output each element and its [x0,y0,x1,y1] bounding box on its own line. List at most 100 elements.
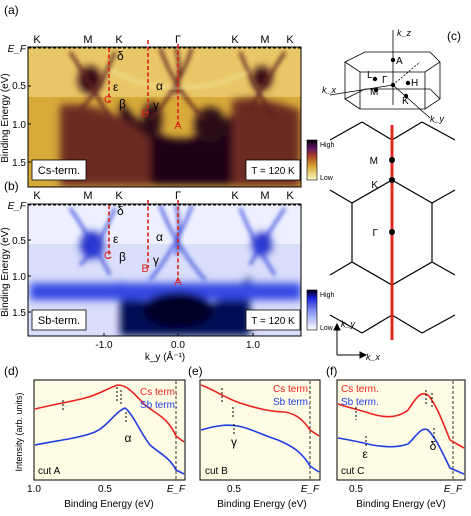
cut-b-label: B [141,108,148,120]
kpoint-label: K [33,190,41,202]
band-alpha-label: α [125,431,132,445]
xtick-label: -1.0 [95,340,113,351]
kpoint-label: M [260,190,269,202]
panel-a-label: (a) [4,3,19,17]
band-delta-label: δ [430,439,437,453]
colorbar-high-label: High [320,292,335,299]
kpoint-label: Γ [175,34,181,46]
band-alpha-label: α [156,79,163,93]
band-beta-label: β [119,250,126,264]
legend-cs-term: Cs term. [140,387,178,398]
cs-term-curve [34,384,185,443]
cut-label: cut B [205,466,228,477]
colorbar-high-label: High [320,142,335,149]
xtick-label: 0.0 [171,340,185,351]
band-epsilon-label: ε [113,232,119,246]
band-epsilon-label: ε [113,80,119,94]
bz-point-label: A [396,56,403,67]
panel-e-label: (e) [188,364,203,378]
xtick-label: 1.0 [246,340,260,351]
brillouin-zone-3d [329,30,441,119]
kpoint-label: Γ [175,190,181,202]
ytick-label: E_F [8,44,27,55]
xtick-label: 0.5 [349,484,363,495]
ky-axis-label: k_y [341,319,356,329]
ytick-label: 0.5 [12,236,26,247]
sb-term-curve [200,424,320,473]
kx-axis-label: k_x [366,352,381,362]
legend-sb-term: Sb term. [341,397,379,408]
panel-f: (f) ε δ Cs term. Sb term. cut C 0.5 E_F … [326,364,466,510]
band-beta-label: β [119,97,126,111]
ytick-label: 1.5 [12,158,26,169]
cut-c-label: C [104,250,112,262]
xtick-label: 1.0 [27,484,41,495]
band-alpha-label: α [156,230,163,244]
band-gamma-label: γ [153,253,159,267]
panel-f-label: (f) [326,364,337,378]
temperature-label: T = 120 K [251,316,295,327]
brillouin-zone-2d [329,121,456,334]
panel-d: (d) α Cs term. Sb term. cut A 1.0 0.5 E_… [4,364,186,510]
kpoint-label: K [115,190,123,202]
bz-point-label: Γ [372,228,378,239]
kz-axis-label: k_z [397,28,412,38]
cs-term-curve [200,384,320,437]
legend-cs-term: Cs term. [273,384,311,395]
xtick-label: E_F [444,484,463,495]
bz-point-label: K [402,96,409,107]
bz-point-label: M [370,156,378,167]
bz-point-label: Γ [382,75,388,86]
y-axis-label: Binding Energy (eV) [0,227,11,317]
panel-a: C B A δ ε β γ α K M K Γ K M K E_F 0.5 1.… [0,3,335,188]
kpoint-label: K [33,34,41,46]
ytick-label: 0.5 [12,81,26,92]
band-delta-label: δ [117,204,124,218]
xtick-label: 0.5 [227,484,241,495]
panel-c-label: (c) [447,29,461,43]
kpoint-label: K [231,190,239,202]
band-delta-label: δ [117,49,124,63]
colorbar [306,289,318,331]
panel-a-cut-lines [108,40,179,125]
kpoint-label: M [260,34,269,46]
bz-point-label: K [371,180,378,191]
colorbar [306,139,318,181]
ytick-label: E_F [8,201,27,212]
colorbar-low-label: Low [320,175,334,182]
ky-axis-label: k_y [430,114,445,124]
legend-cs-term: Cs term. [341,384,379,395]
kpoint-label: M [83,190,92,202]
legend-sb-term: Sb term. [273,397,311,408]
cut-c-label: C [104,94,112,106]
bz-point-label: M [370,87,378,98]
x-axis-label: k_y (Å⁻¹) [145,350,185,363]
x-axis-label: Binding Energy (eV) [64,499,154,510]
cs-term-curve [337,392,465,449]
colorbar-low-label: Low [320,325,334,332]
kpoint-label: K [115,34,123,46]
y-axis-label: Binding Energy (eV) [0,73,11,163]
bz-point-label: H [411,78,418,89]
sb-term-curve [337,428,465,475]
kx-axis-label: k_x [322,85,337,95]
cut-label: cut C [341,466,364,477]
temperature-label: T = 120 K [251,166,295,177]
kxky-axes [333,322,368,359]
cut-label: cut A [38,466,61,477]
bz-point-label: L [367,70,373,81]
ytick-label: 1.5 [12,308,26,319]
x-axis-label: Binding Energy (eV) [356,499,446,510]
cut-a-label: A [174,276,182,288]
kpoint-label: K [286,34,294,46]
panel-d-label: (d) [4,364,19,378]
ytick-label: 1.0 [12,272,26,283]
cut-a-label: A [174,120,182,132]
panel-b-cut-lines [108,200,179,281]
termination-label: Cs-term. [38,165,80,177]
kpoint-label: K [231,34,239,46]
panel-b-label: (b) [4,179,19,193]
x-axis-label: Binding Energy (eV) [217,499,307,510]
xtick-label: E_F [167,484,186,495]
